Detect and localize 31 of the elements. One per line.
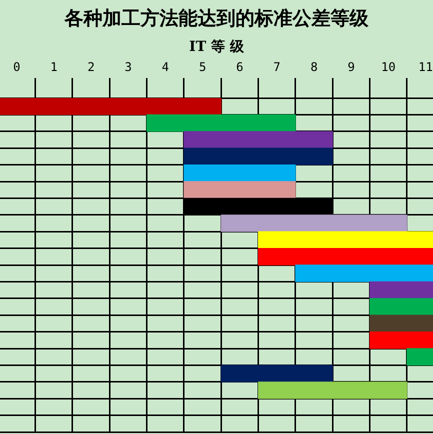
bar: [184, 131, 333, 148]
bar: [220, 214, 408, 232]
bar: [369, 331, 433, 349]
bar: [220, 364, 333, 382]
bar: [258, 382, 408, 399]
bar: [184, 164, 296, 182]
bar: [146, 114, 296, 132]
chart-title: 各种加工方法能达到的标准公差等级: [64, 7, 370, 30]
bar: [184, 181, 296, 199]
x-tick-label: 11: [418, 60, 433, 74]
bar: [295, 264, 433, 282]
bar: [369, 314, 433, 332]
bar: [184, 148, 333, 166]
bar: [258, 231, 433, 249]
bar: [258, 248, 433, 266]
x-tick-label: 0: [13, 60, 20, 74]
x-tick-label: 7: [273, 60, 281, 74]
x-tick-label: 2: [87, 60, 95, 74]
x-axis-title: IT 等 级: [189, 38, 245, 55]
x-tick-label: 9: [348, 60, 355, 74]
x-tick-label: 4: [162, 60, 170, 74]
bar: [406, 348, 433, 366]
bar: [369, 281, 433, 299]
x-tick-label: 8: [310, 60, 318, 74]
x-tick-label: 3: [124, 60, 132, 74]
x-tick-label: 1: [50, 60, 58, 74]
x-tick-label: 6: [236, 60, 244, 74]
bar: [0, 98, 222, 116]
x-tick-label: 5: [198, 60, 206, 74]
x-tick-label: 10: [381, 60, 396, 74]
bar: [369, 298, 433, 316]
